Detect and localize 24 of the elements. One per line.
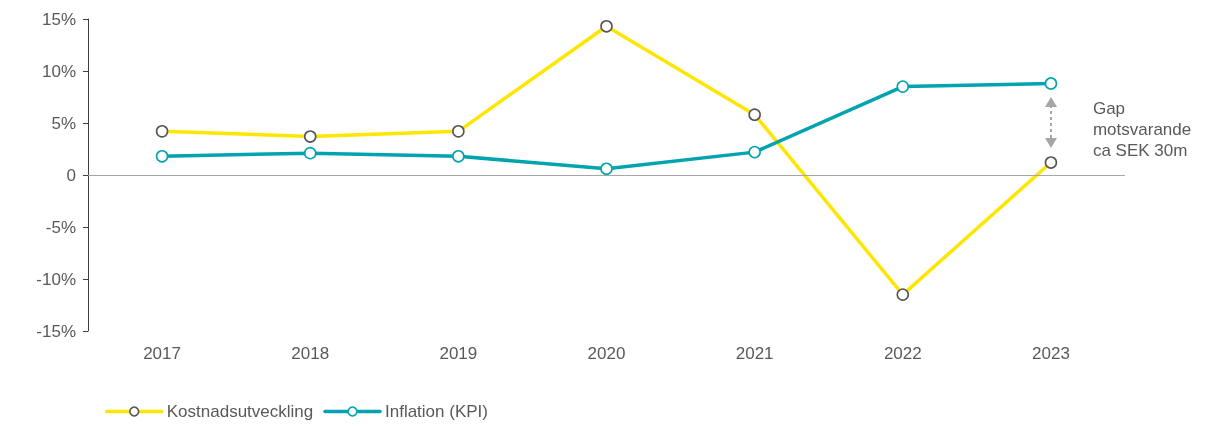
x-tick-label: 2022 [883,344,922,363]
x-tick-label: 2019 [439,344,478,363]
x-tick-label: 2017 [143,344,181,363]
x-tick-label: 2023 [1032,344,1070,363]
point [600,162,613,176]
legend-label: Inflation (KPI) [384,402,488,421]
legend-label: Kostnadsutveckling [166,402,314,421]
x-tick-label: 2021 [735,344,774,363]
annotation: Gap motsvarande ca SEK 30m [1092,98,1192,160]
point [896,80,910,93]
y-tick-label: 10% [41,61,76,81]
point [155,149,169,163]
y-tick-label: -10% [36,269,76,289]
x-tick-label: 2018 [291,344,330,363]
point [1044,77,1058,90]
y-tick-label: -15% [36,321,76,341]
y-tick-label: 5% [51,113,76,133]
y-tick-label: 0 [66,165,76,185]
x-tick-label: 2020 [587,344,626,363]
y-tick-label: -5% [45,217,76,237]
point [452,149,465,163]
point [748,145,761,159]
point [303,146,317,160]
y-tick-label: 15% [41,9,76,29]
